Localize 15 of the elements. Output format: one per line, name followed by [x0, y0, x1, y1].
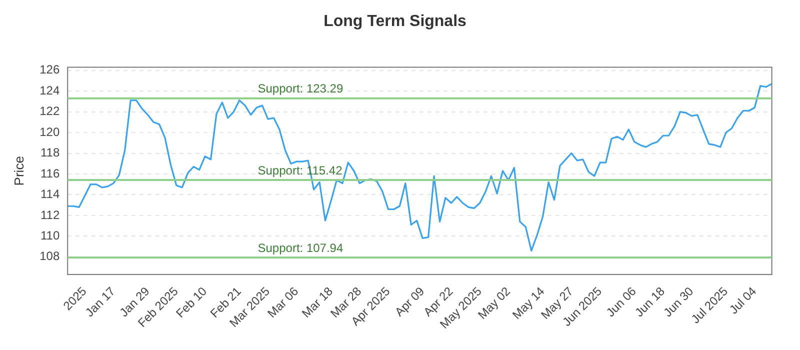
y-tick-label: 112: [40, 208, 60, 222]
ref-line-label: Support: 123.29: [258, 82, 344, 96]
y-tick-label: 126: [40, 62, 60, 77]
y-tick-label: 114: [40, 187, 60, 202]
x-tick-label: Jul 04: [726, 284, 760, 317]
y-tick-label: 118: [40, 146, 60, 160]
y-tick-label: 124: [40, 83, 60, 98]
y-tick-label: 116: [40, 166, 60, 180]
y-tick-label: 120: [40, 124, 60, 139]
y-tick-label: 110: [40, 228, 60, 243]
ref-line-label: Support: 107.94: [258, 240, 344, 255]
y-tick-label: 108: [40, 249, 60, 264]
y-axis-title: Price: [11, 156, 26, 186]
chart-title: Long Term Signals: [324, 13, 467, 30]
y-tick-label: 122: [40, 104, 60, 118]
